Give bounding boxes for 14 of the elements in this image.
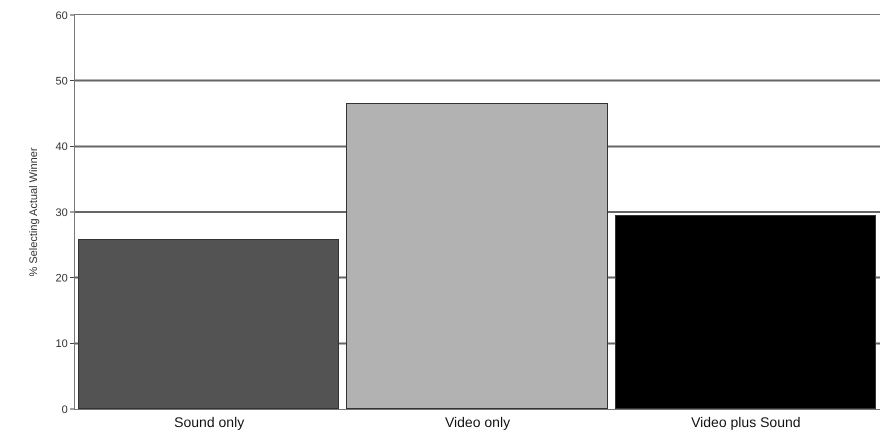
bar bbox=[615, 215, 876, 409]
x-tick-label: Video only bbox=[444, 414, 510, 430]
y-tick-label: 10 bbox=[56, 338, 68, 350]
bar bbox=[78, 239, 339, 409]
y-tick-label: 60 bbox=[56, 10, 68, 22]
bar bbox=[346, 103, 608, 409]
x-tick-label: Video plus Sound bbox=[691, 414, 801, 430]
y-tick-label: 30 bbox=[56, 206, 68, 219]
y-tick-label: 40 bbox=[56, 141, 68, 154]
y-tick-label: 20 bbox=[56, 272, 68, 285]
x-tick-label: Sound only bbox=[174, 414, 244, 430]
y-tick-label: 50 bbox=[56, 76, 68, 88]
y-tick-label: 0 bbox=[62, 404, 68, 416]
y-axis-title: % Selecting Actual Winner bbox=[28, 147, 40, 277]
